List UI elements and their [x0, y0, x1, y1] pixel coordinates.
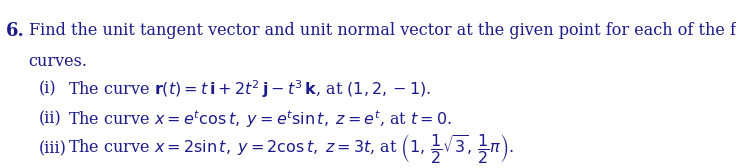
- Text: 6.: 6.: [7, 22, 25, 40]
- Text: (i): (i): [38, 80, 56, 97]
- Text: The curve $x = 2\sin t,\; y = 2\cos t,\; z = 3t$, at $\left(1,\, \dfrac{1}{2}\sq: The curve $x = 2\sin t,\; y = 2\cos t,\;…: [68, 132, 514, 165]
- Text: Find the unit tangent vector and unit normal vector at the given point for each : Find the unit tangent vector and unit no…: [29, 22, 736, 39]
- Text: curves.: curves.: [29, 53, 88, 70]
- Text: (ii): (ii): [38, 111, 61, 128]
- Text: The curve $\mathbf{r}(t) = t\,\mathbf{i} + 2t^2\,\mathbf{j} - t^3\,\mathbf{k}$, : The curve $\mathbf{r}(t) = t\,\mathbf{i}…: [68, 78, 432, 99]
- Text: The curve $x = e^t \cos t,\; y = e^t \sin t,\; z = e^t$, at $t = 0$.: The curve $x = e^t \cos t,\; y = e^t \si…: [68, 108, 453, 130]
- Text: (iii): (iii): [38, 140, 66, 157]
